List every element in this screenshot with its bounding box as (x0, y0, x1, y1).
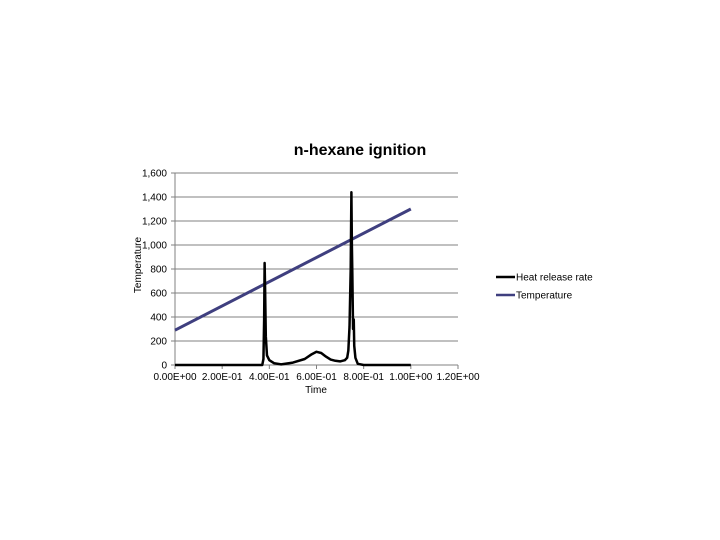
y-tick-label: 400 (150, 313, 167, 324)
x-axis-label: Time (305, 385, 327, 396)
series-line-temperature (174, 207, 412, 332)
legend: Heat release rate Temperature (496, 273, 593, 302)
y-axis-label: Temperature (133, 236, 144, 293)
series (174, 190, 412, 367)
y-tick-label: 0 (161, 361, 167, 372)
y-tick-label: 1,600 (142, 169, 167, 180)
x-tick-label: 4.00E-01 (249, 372, 290, 383)
y-tick-label: 1,400 (142, 193, 167, 204)
y-tick-label: 800 (150, 265, 167, 276)
chart-title: n-hexane ignition (294, 142, 426, 159)
y-tick-label: 200 (150, 337, 167, 348)
x-tick-labels: 0.00E+00 2.00E-01 4.00E-01 6.00E-01 8.00E-01… (153, 372, 480, 383)
y-tick-label: 600 (150, 289, 167, 300)
x-tick-label: 1.00E+00 (389, 372, 433, 383)
x-tick-label: 2.00E-01 (202, 372, 243, 383)
series-line-heat-release-rate (175, 190, 411, 367)
legend-label: Heat release rate (516, 273, 593, 284)
x-tick-label: 8.00E-01 (343, 372, 384, 383)
y-tick-label: 1,200 (142, 217, 167, 228)
x-tick-label: 6.00E-01 (296, 372, 337, 383)
x-tick-label: 1.20E+00 (436, 372, 480, 383)
y-tick-labels: 0 200 400 600 800 1,000 1,200 1,400 1,600 (142, 169, 167, 372)
x-tick-label: 0.00E+00 (153, 372, 197, 383)
grid (171, 172, 459, 369)
y-tick-label: 1,000 (142, 241, 167, 252)
legend-label: Temperature (516, 291, 573, 302)
